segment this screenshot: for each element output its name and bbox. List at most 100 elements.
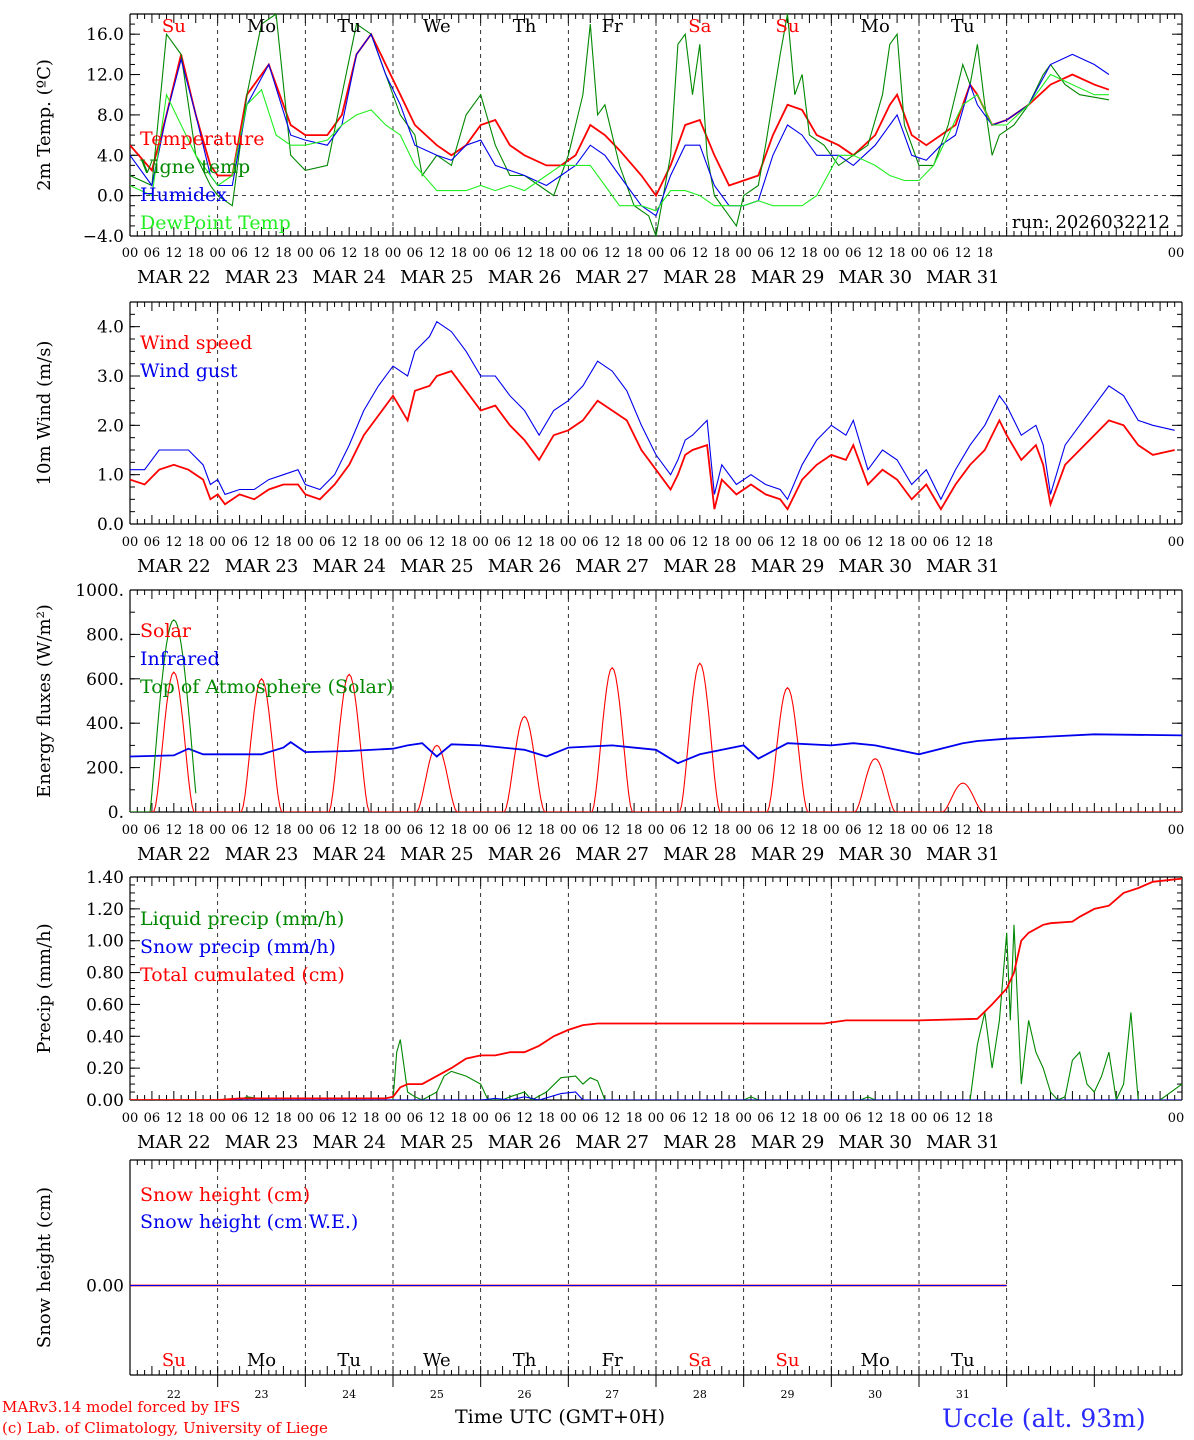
hour-tick-label: 00 bbox=[648, 246, 665, 261]
y-tick-label: 0.20 bbox=[86, 1059, 124, 1079]
date-label: 30 bbox=[868, 1388, 882, 1401]
hour-tick-label: 18 bbox=[713, 823, 730, 838]
weekday-label: We bbox=[423, 1350, 451, 1371]
weekday-label: We bbox=[423, 16, 451, 37]
series-line-top-of-atmosphere-solar bbox=[130, 619, 197, 812]
hour-tick-label: 00 bbox=[560, 535, 577, 550]
hour-tick-label: 12 bbox=[955, 246, 972, 261]
series-line-temperature bbox=[130, 32, 1110, 198]
hour-tick-label: 06 bbox=[670, 535, 687, 550]
hour-tick-label: 06 bbox=[933, 823, 950, 838]
hour-tick-label: 00 bbox=[735, 823, 752, 838]
day-label: MAR 24 bbox=[312, 556, 386, 577]
legend-entry: Snow height (cm W.E.) bbox=[140, 1211, 358, 1233]
hour-tick-label: 00 bbox=[122, 823, 139, 838]
y-tick-label: 0.0 bbox=[97, 187, 124, 207]
weekday-label: Tu bbox=[951, 1350, 975, 1371]
hour-tick-label: 00 bbox=[648, 823, 665, 838]
hour-tick-label: 12 bbox=[429, 1111, 446, 1126]
hour-tick-label: 06 bbox=[407, 823, 424, 838]
hour-tick-label: 12 bbox=[429, 535, 446, 550]
day-label: MAR 26 bbox=[488, 1132, 562, 1153]
hour-tick-label: 00 bbox=[823, 246, 840, 261]
hour-tick-label: 06 bbox=[407, 1111, 424, 1126]
y-tick-label: 0.60 bbox=[86, 995, 124, 1015]
y-tick-label: 1.40 bbox=[86, 868, 124, 888]
day-label: MAR 26 bbox=[488, 267, 562, 288]
y-tick-label: 0.00 bbox=[86, 1277, 124, 1297]
day-label: MAR 29 bbox=[751, 1132, 825, 1153]
hour-tick-label: 00 bbox=[823, 535, 840, 550]
hour-tick-label: 00 bbox=[385, 246, 402, 261]
legend-entry: Snow height (cm) bbox=[140, 1184, 310, 1206]
hour-tick-label: 06 bbox=[582, 823, 599, 838]
hour-tick-label: 12 bbox=[692, 823, 709, 838]
weekday-label: Sa bbox=[688, 1350, 711, 1371]
hour-tick-label: 12 bbox=[955, 1111, 972, 1126]
day-label: MAR 26 bbox=[488, 556, 562, 577]
hour-tick-label: 12 bbox=[429, 823, 446, 838]
day-label: MAR 31 bbox=[926, 556, 1000, 577]
hour-tick-label: 00 bbox=[735, 246, 752, 261]
hour-tick-label: 06 bbox=[231, 535, 248, 550]
hour-tick-label: 00 bbox=[122, 246, 139, 261]
hour-tick-label: 00 bbox=[472, 1111, 489, 1126]
y-tick-label: 4.0 bbox=[97, 146, 124, 166]
hour-tick-label: 18 bbox=[275, 246, 292, 261]
hour-tick-label: 12 bbox=[867, 246, 884, 261]
hour-tick-label: 12 bbox=[516, 823, 533, 838]
hour-tick-label: 12 bbox=[516, 535, 533, 550]
hour-tick-label: 12 bbox=[955, 823, 972, 838]
hour-tick-label: 18 bbox=[801, 535, 818, 550]
series-line-liquid-precip-mm-h bbox=[130, 924, 1182, 1100]
hour-tick-label: 18 bbox=[538, 1111, 555, 1126]
hour-tick-label: 00 bbox=[1168, 535, 1185, 550]
y-tick-label: 16.0 bbox=[86, 25, 124, 45]
legend-entry: Humidex bbox=[140, 184, 227, 206]
day-label: MAR 27 bbox=[575, 1132, 649, 1153]
weekday-label: Mo bbox=[247, 1350, 276, 1371]
y-tick-label: 12.0 bbox=[86, 66, 124, 86]
panel-1: −4.0 0.0 4.0 8.0 12.0 16.0 2m Temp. (ºC) 00 06 12… bbox=[34, 13, 1184, 288]
hour-tick-label: 12 bbox=[253, 823, 270, 838]
hour-tick-label: 12 bbox=[779, 246, 796, 261]
hour-tick-label: 12 bbox=[604, 1111, 621, 1126]
hour-tick-label: 06 bbox=[319, 823, 336, 838]
y-tick-label: 400. bbox=[86, 714, 124, 734]
hour-tick-label: 06 bbox=[319, 535, 336, 550]
hour-tick-label: 00 bbox=[648, 535, 665, 550]
legend-entry: Liquid precip (mm/h) bbox=[140, 908, 344, 930]
day-label: MAR 27 bbox=[575, 556, 649, 577]
hour-tick-label: 12 bbox=[779, 823, 796, 838]
day-label: MAR 28 bbox=[663, 1132, 737, 1153]
day-label: MAR 30 bbox=[838, 844, 912, 865]
hour-tick-label: 18 bbox=[450, 246, 467, 261]
hour-tick-label: 06 bbox=[144, 246, 161, 261]
day-label: MAR 25 bbox=[400, 844, 474, 865]
hour-tick-label: 18 bbox=[713, 246, 730, 261]
series-group bbox=[130, 320, 1175, 511]
hour-tick-label: 00 bbox=[385, 535, 402, 550]
day-label: MAR 23 bbox=[225, 844, 299, 865]
y-axis-label: 2m Temp. (ºC) bbox=[34, 59, 55, 191]
hour-tick-label: 06 bbox=[144, 823, 161, 838]
hour-tick-label: 00 bbox=[648, 1111, 665, 1126]
date-label: 24 bbox=[342, 1388, 356, 1401]
day-label: MAR 30 bbox=[838, 267, 912, 288]
weekday-label: Su bbox=[162, 16, 186, 37]
hour-tick-label: 12 bbox=[867, 1111, 884, 1126]
hour-tick-label: 06 bbox=[933, 246, 950, 261]
hour-tick-label: 12 bbox=[253, 535, 270, 550]
hour-tick-label: 18 bbox=[889, 1111, 906, 1126]
day-label: MAR 29 bbox=[751, 267, 825, 288]
hour-tick-label: 18 bbox=[187, 246, 204, 261]
weekday-label: Mo bbox=[861, 16, 890, 37]
hour-tick-label: 12 bbox=[166, 823, 183, 838]
hour-tick-label: 12 bbox=[516, 1111, 533, 1126]
hour-tick-label: 06 bbox=[582, 535, 599, 550]
hour-tick-label: 00 bbox=[209, 246, 226, 261]
hour-tick-label: 18 bbox=[363, 535, 380, 550]
legend-entry: Total cumulated (cm) bbox=[140, 964, 345, 986]
weekday-label: Su bbox=[776, 1350, 800, 1371]
day-label: MAR 30 bbox=[838, 556, 912, 577]
